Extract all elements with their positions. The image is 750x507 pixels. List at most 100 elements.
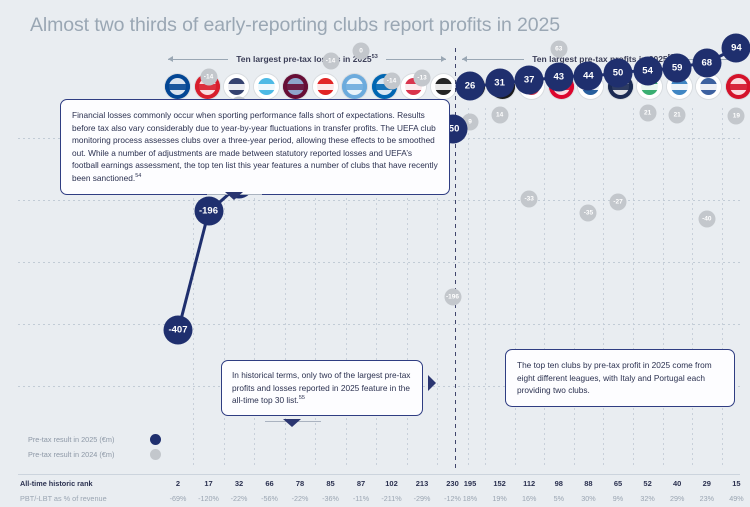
data-point-2024: -14 bbox=[200, 68, 217, 86]
club-logo-tottenham-hotspur bbox=[222, 70, 252, 103]
axis-rank-value: 98 bbox=[554, 479, 563, 488]
axis-rank-value: 87 bbox=[356, 479, 366, 488]
axis-rank-value: 29 bbox=[702, 479, 711, 488]
gridline-v bbox=[284, 108, 286, 468]
gridline-v bbox=[692, 108, 694, 468]
axis-pct-value: 16% bbox=[521, 494, 537, 503]
axis-pct-value: 19% bbox=[492, 494, 507, 503]
gridline-v bbox=[544, 108, 546, 468]
data-point-2024: -35 bbox=[579, 204, 597, 222]
callout-leagues-text: The top ten clubs by pre-tax profit in 2… bbox=[517, 360, 712, 396]
axis-rank-value: 195 bbox=[463, 479, 477, 488]
arrow-left-losses bbox=[168, 56, 229, 62]
callout-historic-chevron bbox=[428, 375, 436, 391]
axis-pct-value: -120% bbox=[198, 494, 219, 503]
axis-pct-value: -11% bbox=[352, 494, 370, 503]
axis-rank-value: 52 bbox=[643, 479, 652, 488]
axis-rank-value: 88 bbox=[584, 479, 593, 488]
axis-rank-value: 17 bbox=[204, 479, 213, 488]
axis-rank-value: 213 bbox=[415, 479, 429, 488]
axis-rank-value: 65 bbox=[613, 479, 623, 488]
club-logo-olympique-de-marseille bbox=[252, 70, 282, 103]
callout-historic: In historical terms, only two of the lar… bbox=[221, 360, 423, 416]
page-title: Almost two thirds of early-reporting clu… bbox=[30, 14, 560, 36]
callout-main-text: Financial losses commonly occur when spo… bbox=[72, 110, 438, 184]
axis-rank-value: 78 bbox=[295, 479, 305, 488]
club-logo-nottingham-forest bbox=[311, 70, 341, 103]
data-point-2025: 59 bbox=[662, 53, 692, 83]
legend-item-2025: Pre-tax result in 2025 (€m) bbox=[28, 432, 161, 447]
axis-pct-value: 18% bbox=[462, 494, 478, 503]
club-logo-aston-villa bbox=[281, 70, 311, 103]
club-logo-crystal-palace bbox=[694, 70, 724, 103]
gridline-v bbox=[193, 108, 194, 468]
axis-pct-value: -29% bbox=[413, 494, 431, 503]
club-logo-juventus bbox=[429, 70, 459, 103]
axis-rank-value: 2 bbox=[175, 479, 181, 488]
data-point-2024: -27 bbox=[609, 193, 627, 211]
gridline-h bbox=[18, 262, 740, 263]
data-point-2025: 50 bbox=[603, 58, 633, 88]
data-point-2025: 54 bbox=[633, 56, 663, 86]
data-point-2024: 21 bbox=[639, 104, 657, 122]
axis-pct-value: -211% bbox=[381, 494, 402, 503]
axis-rank-value: 152 bbox=[493, 479, 506, 488]
callout-leagues: The top ten clubs by pre-tax profit in 2… bbox=[505, 349, 735, 407]
data-point-2024: 63 bbox=[550, 40, 568, 58]
callout-main: Financial losses commonly occur when spo… bbox=[60, 99, 450, 195]
axis-pct-value: -56% bbox=[261, 494, 278, 503]
gridline-v bbox=[721, 108, 723, 468]
data-point-2025: 26 bbox=[455, 71, 485, 101]
axis-pct-value: 23% bbox=[699, 494, 714, 503]
axis-top-rule bbox=[18, 474, 740, 475]
data-point-2025: 37 bbox=[514, 65, 544, 95]
club-logo-chelsea bbox=[163, 70, 193, 103]
data-point-2024: 21 bbox=[668, 106, 686, 124]
gridline-v bbox=[315, 108, 316, 468]
data-point-2024: -33 bbox=[520, 190, 538, 208]
axis-row-pct: PBT/-LBT as % of revenue -69% -120% -22% -5… bbox=[0, 494, 750, 506]
gridline-v bbox=[485, 108, 486, 468]
legend-label-2024: Pre-tax result in 2024 (€m) bbox=[28, 450, 115, 459]
axis-pct-value: 49% bbox=[729, 494, 744, 503]
club-logo-manchester-city bbox=[340, 70, 370, 103]
gridline-h bbox=[18, 324, 740, 325]
data-point-2024: -40 bbox=[698, 210, 716, 228]
data-point-2024: 0 bbox=[352, 42, 370, 60]
gridline-v bbox=[254, 108, 255, 468]
axis-pct-value: 5% bbox=[553, 494, 564, 503]
data-point-2025: 94 bbox=[721, 33, 750, 63]
header-losses-label: Ten largest pre-tax losses in 202553 bbox=[236, 54, 378, 64]
data-point-2024: 19 bbox=[727, 107, 745, 125]
callout-historic-chevron-down bbox=[283, 419, 301, 427]
data-point-2024: -13 bbox=[413, 69, 431, 87]
axis-pct-value: 29% bbox=[669, 494, 685, 503]
arrow-right-losses bbox=[385, 56, 447, 62]
header-losses: Ten largest pre-tax losses in 202553 bbox=[168, 52, 447, 66]
footnote-54: 54 bbox=[135, 173, 142, 180]
axis-pct-value: 32% bbox=[640, 494, 655, 503]
data-point-2024: -14 bbox=[383, 72, 400, 90]
gridline-v bbox=[514, 108, 516, 468]
data-point-2025: 68 bbox=[692, 48, 722, 78]
callout-historic-text: In historical terms, only two of the lar… bbox=[232, 370, 411, 406]
axis-pct-value: -22% bbox=[291, 494, 309, 503]
gridline-h bbox=[18, 200, 740, 201]
data-point-2025: -407 bbox=[163, 315, 193, 345]
axis-pct-value: 30% bbox=[581, 494, 596, 503]
data-point-2025: -196 bbox=[194, 196, 223, 226]
data-point-2024: 14 bbox=[491, 106, 509, 124]
club-logo-lille bbox=[724, 70, 750, 103]
axis-rank-value: 112 bbox=[523, 479, 536, 488]
data-point-2025: 31 bbox=[485, 68, 515, 98]
axis-pct-value: -36% bbox=[322, 494, 339, 503]
midline-divider bbox=[455, 48, 456, 468]
gridline-v bbox=[376, 108, 377, 468]
gridline-v bbox=[662, 108, 664, 468]
gridline-v bbox=[223, 108, 225, 468]
data-point-2024: -196 bbox=[444, 288, 461, 306]
axis-rank-label: All-time historic rank bbox=[20, 479, 93, 488]
axis-rank-value: 102 bbox=[385, 479, 398, 488]
gridline-v bbox=[345, 108, 347, 468]
axis-rank-value: 32 bbox=[234, 479, 244, 488]
